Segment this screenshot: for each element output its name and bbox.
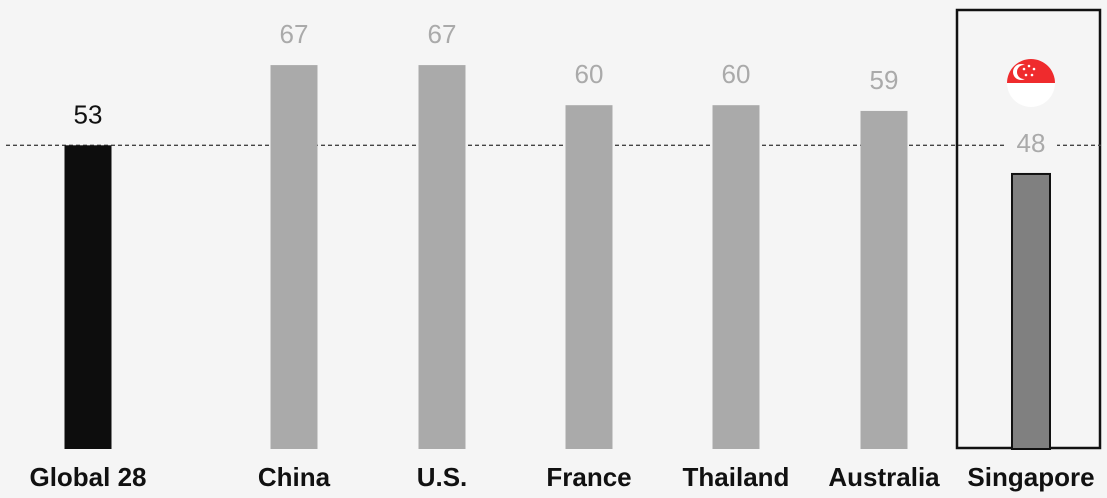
bar-global-28: [64, 145, 112, 449]
value-label-china: 67: [280, 19, 309, 49]
value-label-australia: 59: [870, 65, 899, 95]
value-label-singapore: 48: [1017, 128, 1046, 158]
bar-china: [270, 65, 318, 449]
value-label-global-28: 53: [74, 99, 103, 129]
bar-thailand: [712, 105, 760, 449]
value-label-u-s: 67: [428, 19, 457, 49]
category-label-global-28: Global 28: [29, 462, 146, 492]
bars-layer: [64, 65, 1051, 451]
bar-australia: [860, 110, 908, 450]
category-labels-layer: Global 28 China U.S. France Thailand Australi…: [29, 462, 1094, 492]
value-label-france: 60: [575, 59, 604, 89]
category-label-australia: Australia: [828, 462, 940, 492]
label-knockout: [1005, 127, 1057, 158]
category-label-thailand: Thailand: [683, 462, 790, 492]
bar-singapore: [1011, 172, 1051, 451]
category-label-france: France: [546, 462, 631, 492]
bar-france: [565, 105, 613, 449]
category-label-singapore: Singapore: [967, 462, 1094, 492]
bar-u-s: [418, 65, 466, 449]
category-label-china: China: [258, 462, 331, 492]
category-label-u-s: U.S.: [417, 462, 468, 492]
value-label-thailand: 60: [722, 59, 751, 89]
singapore-flag-icon: [1007, 59, 1055, 107]
value-labels-layer: 53 67 67 60 60 59 48: [74, 19, 1057, 158]
